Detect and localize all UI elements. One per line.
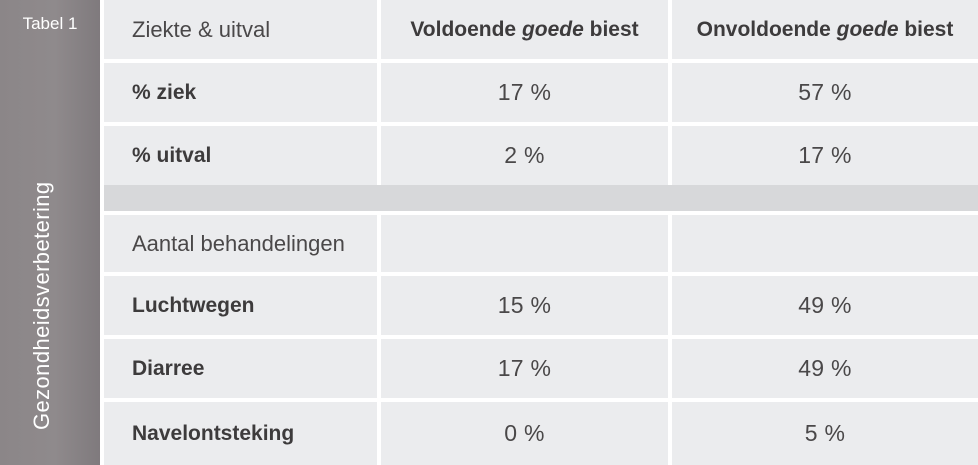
- value-cell-insufficient: 49 %: [672, 276, 978, 335]
- value-cell-sufficient: 2 %: [381, 126, 668, 185]
- value-sufficient: 2 %: [504, 142, 545, 168]
- header-sufficient-prefix: Voldoende: [410, 17, 522, 41]
- header-sufficient-italic: goede: [521, 17, 584, 41]
- section-title-row: Aantal behandelingen: [104, 215, 978, 272]
- empty-cell: [381, 215, 668, 272]
- value-cell-insufficient: 49 %: [672, 339, 978, 398]
- row-label-cell: % uitval: [104, 126, 377, 185]
- value-cell-sufficient: 17 %: [381, 63, 668, 122]
- value-cell-insufficient: 17 %: [672, 126, 978, 185]
- value-cell-sufficient: 0 %: [381, 402, 668, 465]
- section-title-cell: Aantal behandelingen: [104, 215, 377, 272]
- table-row: Diarree 17 % 49 %: [104, 339, 978, 398]
- data-table: Ziekte & uitval Voldoende goede biest On…: [104, 0, 978, 465]
- row-label: % uitval: [132, 143, 212, 167]
- header-cell-insufficient: Onvoldoende goede biest: [672, 0, 978, 59]
- value-insufficient: 49 %: [798, 355, 852, 381]
- value-cell-insufficient: 57 %: [672, 63, 978, 122]
- section-separator: [104, 185, 978, 211]
- header-insufficient-suffix: biest: [898, 17, 954, 41]
- row-label-cell: Luchtwegen: [104, 276, 377, 335]
- sidebar-panel: Tabel 1 Gezondheidsverbetering: [0, 0, 100, 465]
- value-sufficient: 0 %: [504, 420, 545, 446]
- table-header-row: Ziekte & uitval Voldoende goede biest On…: [104, 0, 978, 59]
- header-label-insufficient: Onvoldoende goede biest: [697, 18, 954, 42]
- value-insufficient: 5 %: [804, 420, 846, 446]
- value-cell-sufficient: 15 %: [381, 276, 668, 335]
- value-cell-sufficient: 17 %: [381, 339, 668, 398]
- value-insufficient: 49 %: [798, 292, 852, 318]
- header-cell-sufficient: Voldoende goede biest: [381, 0, 668, 59]
- row-label: Navelontsteking: [132, 421, 295, 445]
- table-row: % ziek 17 % 57 %: [104, 63, 978, 122]
- value-sufficient: 15 %: [497, 292, 552, 318]
- header-insufficient-prefix: Onvoldoende: [696, 17, 837, 41]
- row-label: % ziek: [132, 80, 197, 104]
- value-sufficient: 17 %: [497, 79, 552, 105]
- row-label-cell: % ziek: [104, 63, 377, 122]
- empty-cell: [672, 215, 978, 272]
- header-label-sufficient: Voldoende goede biest: [410, 18, 638, 42]
- row-label: Luchtwegen: [132, 293, 255, 317]
- header-cell-category: Ziekte & uitval: [104, 0, 377, 59]
- value-insufficient: 17 %: [798, 142, 852, 168]
- header-sufficient-suffix: biest: [583, 17, 639, 41]
- row-label-cell: Diarree: [104, 339, 377, 398]
- table-row: Navelontsteking 0 % 5 %: [104, 402, 978, 465]
- row-label-cell: Navelontsteking: [104, 402, 377, 465]
- section-title: Aantal behandelingen: [132, 230, 345, 256]
- header-label-disease: Ziekte & uitval: [132, 16, 271, 42]
- value-insufficient: 57 %: [798, 79, 852, 105]
- table-number-label: Tabel 1: [22, 14, 78, 33]
- table-row: Luchtwegen 15 % 49 %: [104, 276, 978, 335]
- row-label: Diarree: [132, 356, 205, 380]
- value-cell-insufficient: 5 %: [672, 402, 978, 465]
- vertical-section-title: Gezondheidsverbetering: [29, 181, 54, 430]
- value-sufficient: 17 %: [497, 355, 552, 381]
- table-row: % uitval 2 % 17 %: [104, 126, 978, 185]
- header-insufficient-italic: goede: [836, 17, 899, 41]
